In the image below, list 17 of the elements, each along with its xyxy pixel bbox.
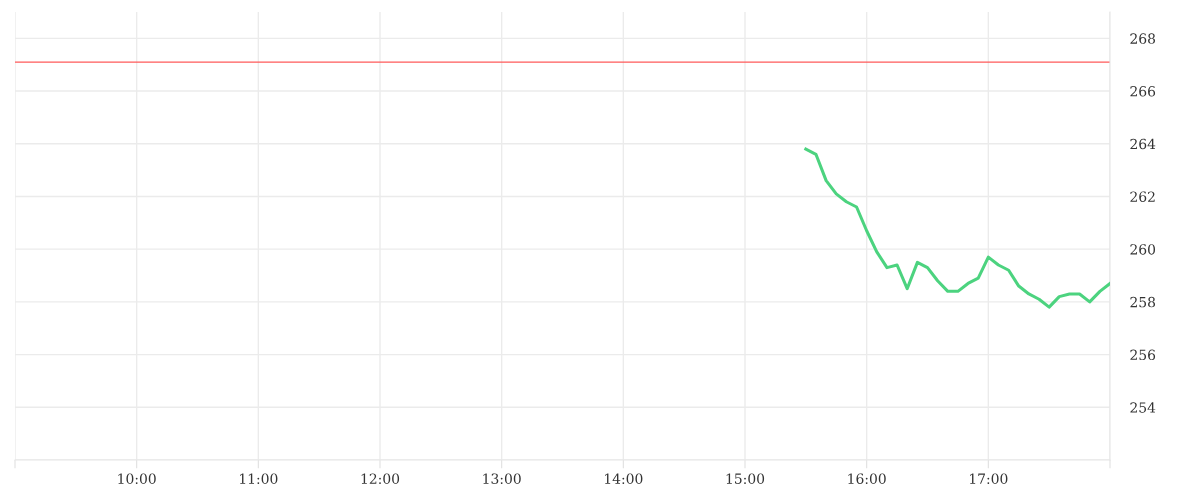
x-tick-label: 15:00 [726,473,765,484]
x-tick-label: 12:00 [361,473,400,484]
y-tick-label: 256 [1130,349,1156,361]
line-series [804,147,1110,309]
x-tick-label: 17:00 [970,473,1008,484]
y-tick-label: 254 [1130,402,1156,413]
y-tick-label: 258 [1130,296,1156,308]
y-tick-label: 262 [1130,191,1155,202]
y-tick-label: 266 [1130,86,1156,97]
x-tick-label: 11:00 [240,473,278,484]
x-tick-label: 10:00 [118,473,156,484]
y-tick-label: 260 [1130,244,1156,255]
x-tick-label: 14:00 [605,473,643,484]
y-tick-label: 264 [1130,138,1156,150]
y-tick-label: 268 [1130,33,1156,44]
x-tick-label: 16:00 [848,473,886,484]
x-tick-label: 13:00 [483,473,521,484]
